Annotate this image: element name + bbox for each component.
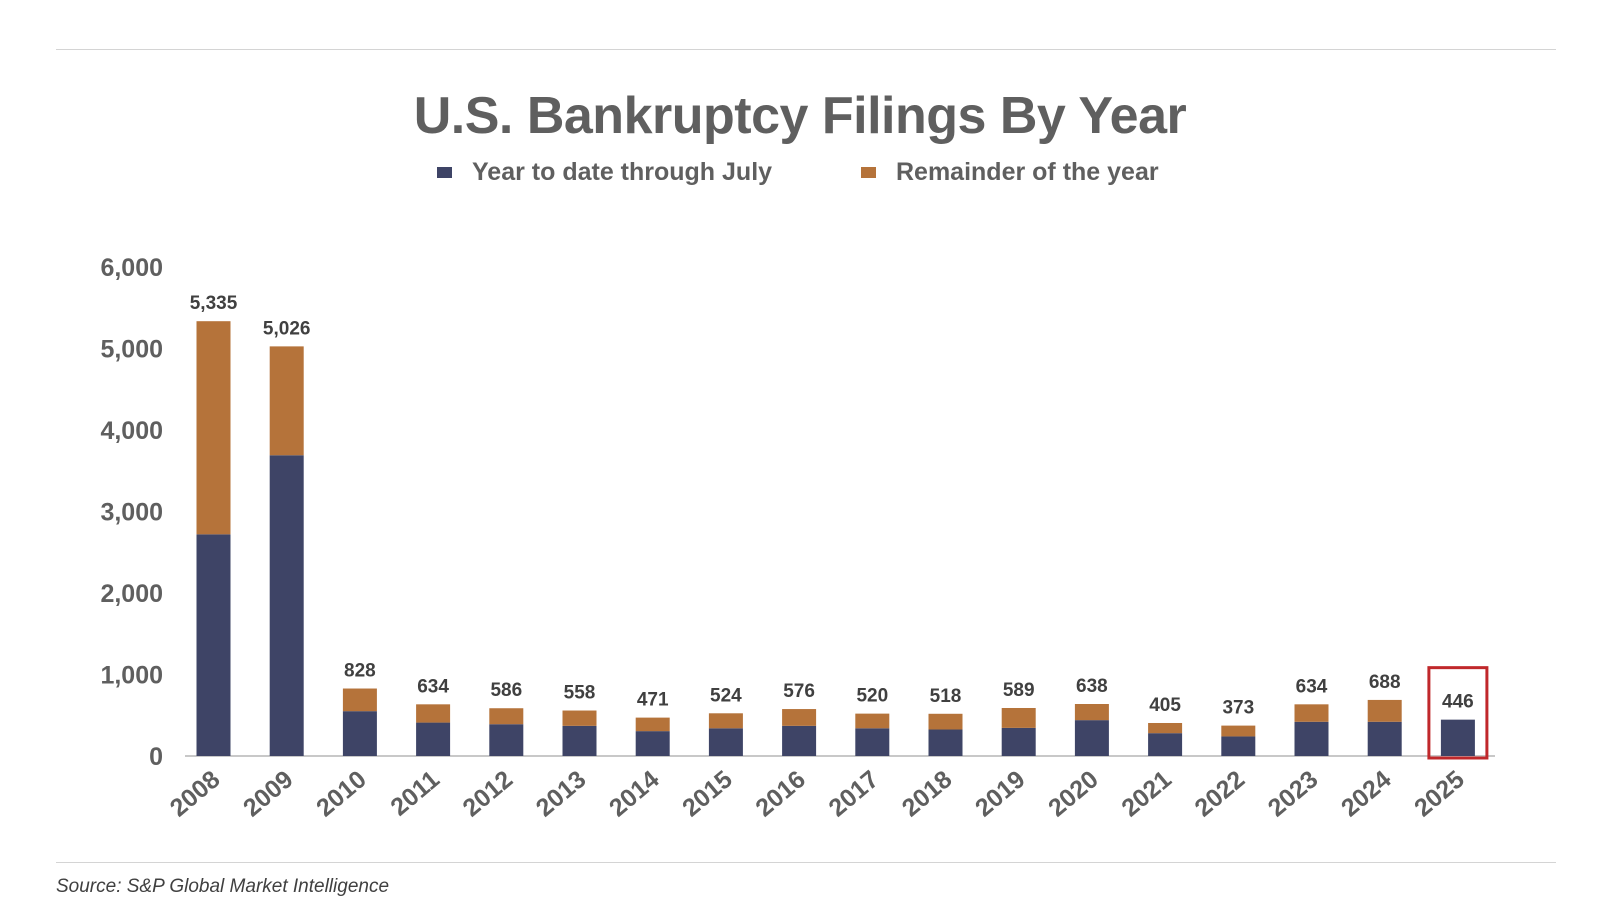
bar-ytd-2016 — [782, 725, 817, 756]
x-tick-label-2012: 2012 — [458, 765, 519, 822]
x-tick-label-2025: 2025 — [1409, 765, 1470, 822]
bar-ytd-2015 — [708, 728, 743, 756]
bar-ytd-2021 — [1148, 733, 1183, 756]
source-note: Source: S&P Global Market Intelligence — [56, 876, 390, 897]
bar-ytd-2010 — [342, 711, 377, 756]
bar-ytd-2022 — [1221, 736, 1256, 756]
highlight-box-2025 — [1427, 666, 1489, 760]
bar-remainder-2014 — [635, 717, 670, 732]
data-label-2013: 558 — [564, 683, 596, 704]
data-label-2012: 586 — [490, 680, 522, 701]
bar-ytd-2017 — [855, 728, 890, 756]
top-divider — [56, 49, 1556, 50]
bar-remainder-2009 — [269, 346, 304, 456]
bar-ytd-2014 — [635, 731, 670, 756]
bar-ytd-2023 — [1294, 721, 1329, 756]
x-tick-label-2024: 2024 — [1336, 765, 1397, 822]
bar-remainder-2024 — [1367, 699, 1402, 722]
data-label-2021: 405 — [1149, 695, 1181, 716]
x-tick-label-2015: 2015 — [677, 765, 738, 822]
bar-remainder-2013 — [562, 710, 597, 726]
legend-item-ytd: Year to date through July — [437, 158, 772, 187]
data-label-2011: 634 — [417, 676, 449, 697]
x-tick-label-2019: 2019 — [970, 765, 1031, 822]
bar-ytd-2009 — [269, 455, 304, 756]
x-tick-label-2022: 2022 — [1190, 765, 1251, 822]
bar-remainder-2020 — [1074, 704, 1109, 721]
bar-ytd-2024 — [1367, 721, 1402, 756]
data-label-2019: 589 — [1003, 680, 1035, 701]
legend-swatch-remainder — [861, 167, 876, 178]
legend-item-remainder: Remainder of the year — [861, 158, 1159, 187]
bar-remainder-2022 — [1221, 725, 1256, 737]
bar-remainder-2015 — [708, 713, 743, 729]
x-tick-label-2011: 2011 — [385, 765, 445, 821]
x-tick-label-2010: 2010 — [311, 765, 372, 822]
data-label-2025: 446 — [1442, 692, 1474, 713]
bar-ytd-2008 — [196, 534, 231, 756]
y-tick-label: 4,000 — [100, 417, 163, 445]
y-tick-label: 1,000 — [100, 662, 163, 690]
bar-ytd-2019 — [1001, 727, 1036, 756]
data-label-2020: 638 — [1076, 676, 1108, 697]
bar-ytd-2013 — [562, 725, 597, 756]
data-label-2016: 576 — [783, 681, 815, 702]
x-tick-label-2016: 2016 — [750, 765, 811, 822]
legend-swatch-ytd — [437, 167, 452, 178]
bar-remainder-2016 — [782, 709, 817, 726]
x-tick-label-2018: 2018 — [897, 765, 958, 822]
data-label-2022: 373 — [1222, 698, 1254, 719]
bar-remainder-2010 — [342, 688, 377, 712]
bar-remainder-2011 — [416, 704, 451, 723]
x-tick-label-2020: 2020 — [1043, 765, 1104, 822]
y-tick-label: 6,000 — [100, 254, 163, 282]
x-tick-label-2009: 2009 — [238, 765, 299, 822]
bar-remainder-2023 — [1294, 704, 1329, 722]
data-label-2010: 828 — [344, 661, 376, 682]
y-tick-label: 0 — [149, 743, 163, 771]
bar-ytd-2011 — [416, 722, 451, 756]
bar-ytd-2012 — [489, 724, 524, 756]
legend-label-ytd: Year to date through July — [472, 158, 773, 186]
y-tick-label: 3,000 — [100, 499, 163, 527]
data-label-2023: 634 — [1296, 676, 1328, 697]
bar-ytd-2018 — [928, 729, 963, 756]
bar-remainder-2021 — [1148, 722, 1183, 734]
data-label-2017: 520 — [856, 686, 888, 707]
data-label-2008: 5,335 — [190, 293, 238, 314]
data-label-2014: 471 — [637, 690, 669, 711]
data-label-2009: 5,026 — [263, 318, 311, 339]
bar-remainder-2008 — [196, 321, 231, 535]
bar-remainder-2012 — [489, 708, 524, 725]
bottom-divider — [56, 862, 1556, 863]
x-tick-label-2021: 2021 — [1116, 765, 1177, 822]
y-tick-label: 5,000 — [100, 336, 163, 364]
chart-title: U.S. Bankruptcy Filings By Year — [413, 87, 1187, 145]
data-label-2024: 688 — [1369, 672, 1401, 693]
bar-remainder-2019 — [1001, 707, 1036, 728]
data-label-2018: 518 — [930, 686, 962, 707]
bar-chart: 0 1,000 2,000 3,000 4,000 5,000 6,000 5,335 2008… — [100, 254, 1495, 822]
x-tick-label-2008: 2008 — [165, 765, 226, 822]
x-tick-label-2017: 2017 — [824, 765, 885, 822]
x-tick-label-2014: 2014 — [604, 765, 665, 822]
bar-remainder-2017 — [855, 713, 890, 729]
x-tick-label-2013: 2013 — [531, 765, 592, 822]
legend-label-remainder: Remainder of the year — [896, 158, 1159, 186]
chart-legend: Year to date through July Remainder of t… — [0, 158, 1600, 192]
x-tick-label-2023: 2023 — [1263, 765, 1324, 822]
y-tick-label: 2,000 — [100, 580, 163, 608]
data-label-2015: 524 — [710, 685, 742, 706]
bar-ytd-2020 — [1074, 720, 1109, 756]
bar-ytd-2025 — [1440, 719, 1475, 756]
bar-remainder-2018 — [928, 713, 963, 730]
